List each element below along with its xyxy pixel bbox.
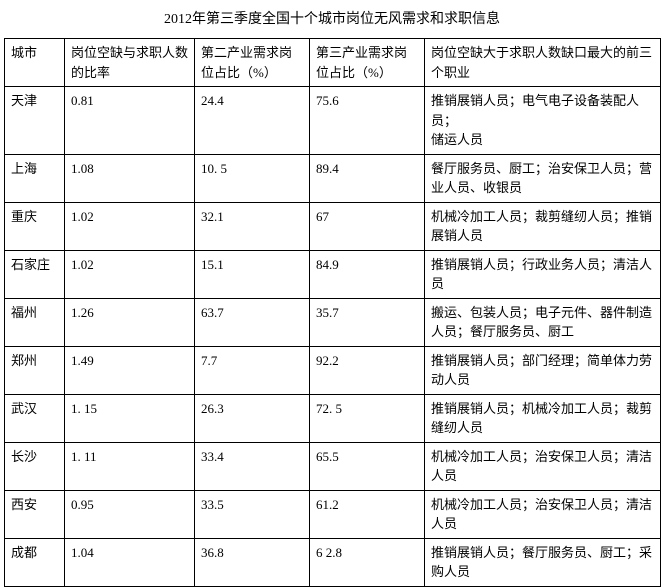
table-cell: 餐厅服务员、厨工；治安保卫人员；营业人员、收银员: [425, 154, 661, 202]
table-cell: 0.95: [65, 490, 195, 538]
table-row: 重庆1.0232.167机械冷加工人员；裁剪缝纫人员；推销展销人员: [5, 202, 661, 250]
table-cell: 75.6: [310, 87, 425, 155]
table-cell: 1. 11: [65, 442, 195, 490]
table-body: 天津0.8124.475.6推销展销人员；电气电子设备装配人员； 储运人员上海1…: [5, 87, 661, 587]
table-row: 上海1.0810. 589.4餐厅服务员、厨工；治安保卫人员；营业人员、收银员: [5, 154, 661, 202]
table-cell: 35.7: [310, 298, 425, 346]
table-cell: 长沙: [5, 442, 65, 490]
column-header: 岗位空缺大于求职人数缺口最大的前三个职业: [425, 39, 661, 87]
table-cell: 推销展销人员；餐厅服务员、厨工；采购人员: [425, 538, 661, 586]
data-table: 城市岗位空缺与求职人数的比率第二产业需求岗位占比（%）第三产业需求岗位占比（%）…: [4, 38, 661, 587]
table-cell: 搬运、包装人员；电子元件、器件制造人员；餐厅服务员、厨工: [425, 298, 661, 346]
table-cell: 15.1: [195, 250, 310, 298]
table-cell: 0.81: [65, 87, 195, 155]
table-cell: 92.2: [310, 346, 425, 394]
column-header: 第二产业需求岗位占比（%）: [195, 39, 310, 87]
column-header: 城市: [5, 39, 65, 87]
table-row: 成都1.0436.86 2.8推销展销人员；餐厅服务员、厨工；采购人员: [5, 538, 661, 586]
table-cell: 推销展销人员；行政业务人员；清洁人员: [425, 250, 661, 298]
table-cell: 63.7: [195, 298, 310, 346]
table-cell: 郑州: [5, 346, 65, 394]
table-cell: 石家庄: [5, 250, 65, 298]
table-cell: 重庆: [5, 202, 65, 250]
table-cell: 36.8: [195, 538, 310, 586]
table-cell: 7.7: [195, 346, 310, 394]
table-cell: 67: [310, 202, 425, 250]
table-row: 天津0.8124.475.6推销展销人员；电气电子设备装配人员； 储运人员: [5, 87, 661, 155]
table-cell: 89.4: [310, 154, 425, 202]
table-cell: 33.5: [195, 490, 310, 538]
table-cell: 天津: [5, 87, 65, 155]
table-cell: 推销展销人员；电气电子设备装配人员； 储运人员: [425, 87, 661, 155]
header-row: 城市岗位空缺与求职人数的比率第二产业需求岗位占比（%）第三产业需求岗位占比（%）…: [5, 39, 661, 87]
table-cell: 1.04: [65, 538, 195, 586]
table-cell: 84.9: [310, 250, 425, 298]
table-cell: 24.4: [195, 87, 310, 155]
column-header: 第三产业需求岗位占比（%）: [310, 39, 425, 87]
table-cell: 推销展销人员；部门经理；简单体力劳动人员: [425, 346, 661, 394]
table-cell: 机械冷加工人员；裁剪缝纫人员；推销展销人员: [425, 202, 661, 250]
table-cell: 机械冷加工人员；治安保卫人员；清洁人员: [425, 442, 661, 490]
table-cell: 26.3: [195, 394, 310, 442]
table-cell: 成都: [5, 538, 65, 586]
table-cell: 推销展销人员；机械冷加工人员；裁剪缝纫人员: [425, 394, 661, 442]
table-cell: 福州: [5, 298, 65, 346]
table-cell: 1.26: [65, 298, 195, 346]
table-cell: 1.49: [65, 346, 195, 394]
table-cell: 61.2: [310, 490, 425, 538]
table-cell: 武汉: [5, 394, 65, 442]
page-title: 2012年第三季度全国十个城市岗位无风需求和求职信息: [0, 0, 664, 38]
table-row: 武汉1. 1526.372. 5推销展销人员；机械冷加工人员；裁剪缝纫人员: [5, 394, 661, 442]
table-cell: 65.5: [310, 442, 425, 490]
table-cell: 6 2.8: [310, 538, 425, 586]
table-cell: 32.1: [195, 202, 310, 250]
table-row: 石家庄1.0215.184.9推销展销人员；行政业务人员；清洁人员: [5, 250, 661, 298]
table-cell: 上海: [5, 154, 65, 202]
table-cell: 10. 5: [195, 154, 310, 202]
table-row: 西安0.9533.561.2机械冷加工人员；治安保卫人员；清洁人员: [5, 490, 661, 538]
column-header: 岗位空缺与求职人数的比率: [65, 39, 195, 87]
table-cell: 1.02: [65, 202, 195, 250]
table-cell: 1. 15: [65, 394, 195, 442]
table-cell: 西安: [5, 490, 65, 538]
table-cell: 72. 5: [310, 394, 425, 442]
table-row: 郑州1.497.792.2推销展销人员；部门经理；简单体力劳动人员: [5, 346, 661, 394]
table-cell: 1.02: [65, 250, 195, 298]
table-row: 福州1.2663.735.7搬运、包装人员；电子元件、器件制造人员；餐厅服务员、…: [5, 298, 661, 346]
table-cell: 1.08: [65, 154, 195, 202]
table-cell: 33.4: [195, 442, 310, 490]
table-row: 长沙1. 1133.465.5机械冷加工人员；治安保卫人员；清洁人员: [5, 442, 661, 490]
table-cell: 机械冷加工人员；治安保卫人员；清洁人员: [425, 490, 661, 538]
